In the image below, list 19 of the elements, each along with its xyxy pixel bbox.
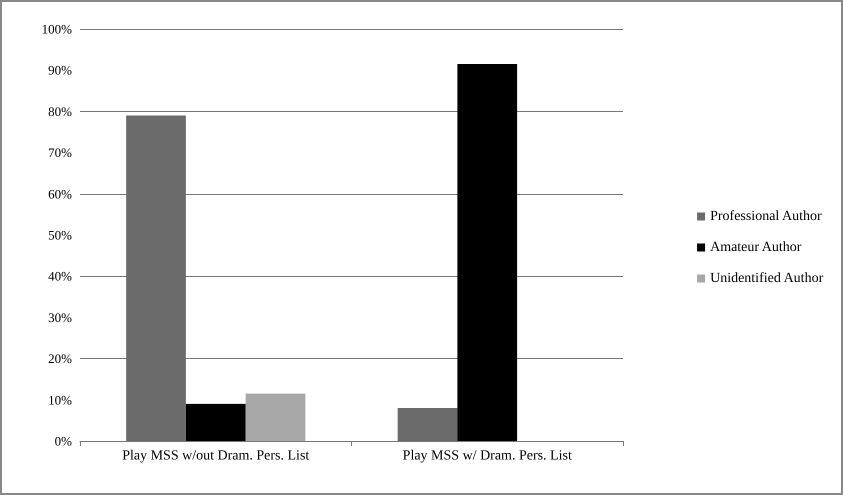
y-tick-label: 70%: [48, 145, 72, 160]
bar: [457, 64, 518, 441]
bar: [246, 394, 306, 441]
y-tick-label: 20%: [48, 351, 72, 366]
y-tick-label: 90%: [48, 62, 72, 78]
y-tick-label: 10%: [48, 392, 72, 408]
y-tick-label: 80%: [48, 104, 72, 119]
y-tick-label: 60%: [48, 186, 72, 202]
legend-label: Professional Author: [710, 209, 822, 224]
y-tick-label: 30%: [48, 310, 72, 325]
legend-label: Unidentified Author: [710, 271, 824, 286]
y-tick-label: 0%: [54, 434, 72, 448]
y-tick-label: 40%: [48, 268, 72, 284]
y-tick-label: 100%: [42, 22, 72, 36]
legend-label: Amateur Author: [710, 240, 802, 255]
bar: [186, 404, 246, 441]
x-tick-label: Play MSS w/out Dram. Pers. List: [122, 448, 310, 464]
y-tick-label: 50%: [48, 228, 72, 242]
x-tick-label: Play MSS w/ Dram. Pers. List: [402, 448, 572, 464]
